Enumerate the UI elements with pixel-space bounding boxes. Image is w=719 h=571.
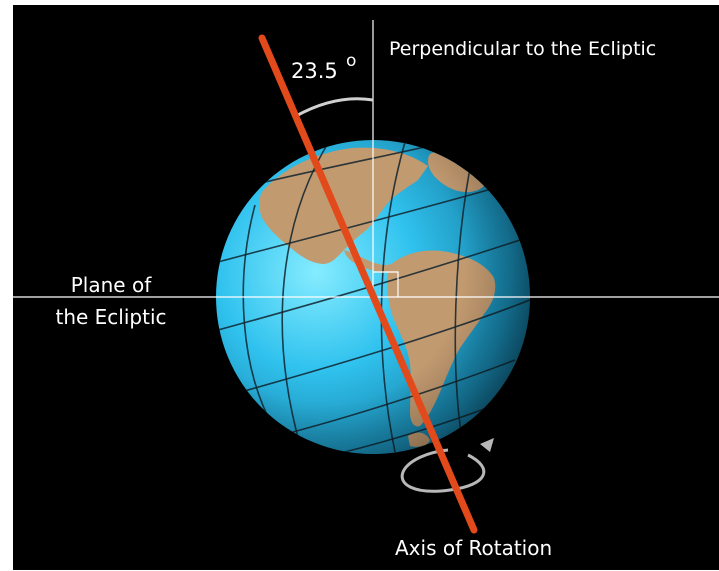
plane-of-ecliptic-label-line2: the Ecliptic bbox=[55, 305, 166, 329]
perpendicular-label: Perpendicular to the Ecliptic bbox=[389, 38, 656, 60]
tilt-angle-label: 23.5 bbox=[291, 59, 338, 83]
rotation-arrow-head bbox=[480, 438, 494, 452]
rotation-axis bbox=[258, 34, 478, 534]
rotation-arrow bbox=[400, 448, 486, 493]
degree-symbol: o bbox=[346, 51, 356, 71]
plane-of-ecliptic-label-line1: Plane of bbox=[71, 273, 152, 297]
axis-of-rotation-label: Axis of Rotation bbox=[395, 536, 552, 560]
right-angle-marker bbox=[373, 271, 399, 297]
tilt-angle-arc bbox=[295, 97, 374, 118]
